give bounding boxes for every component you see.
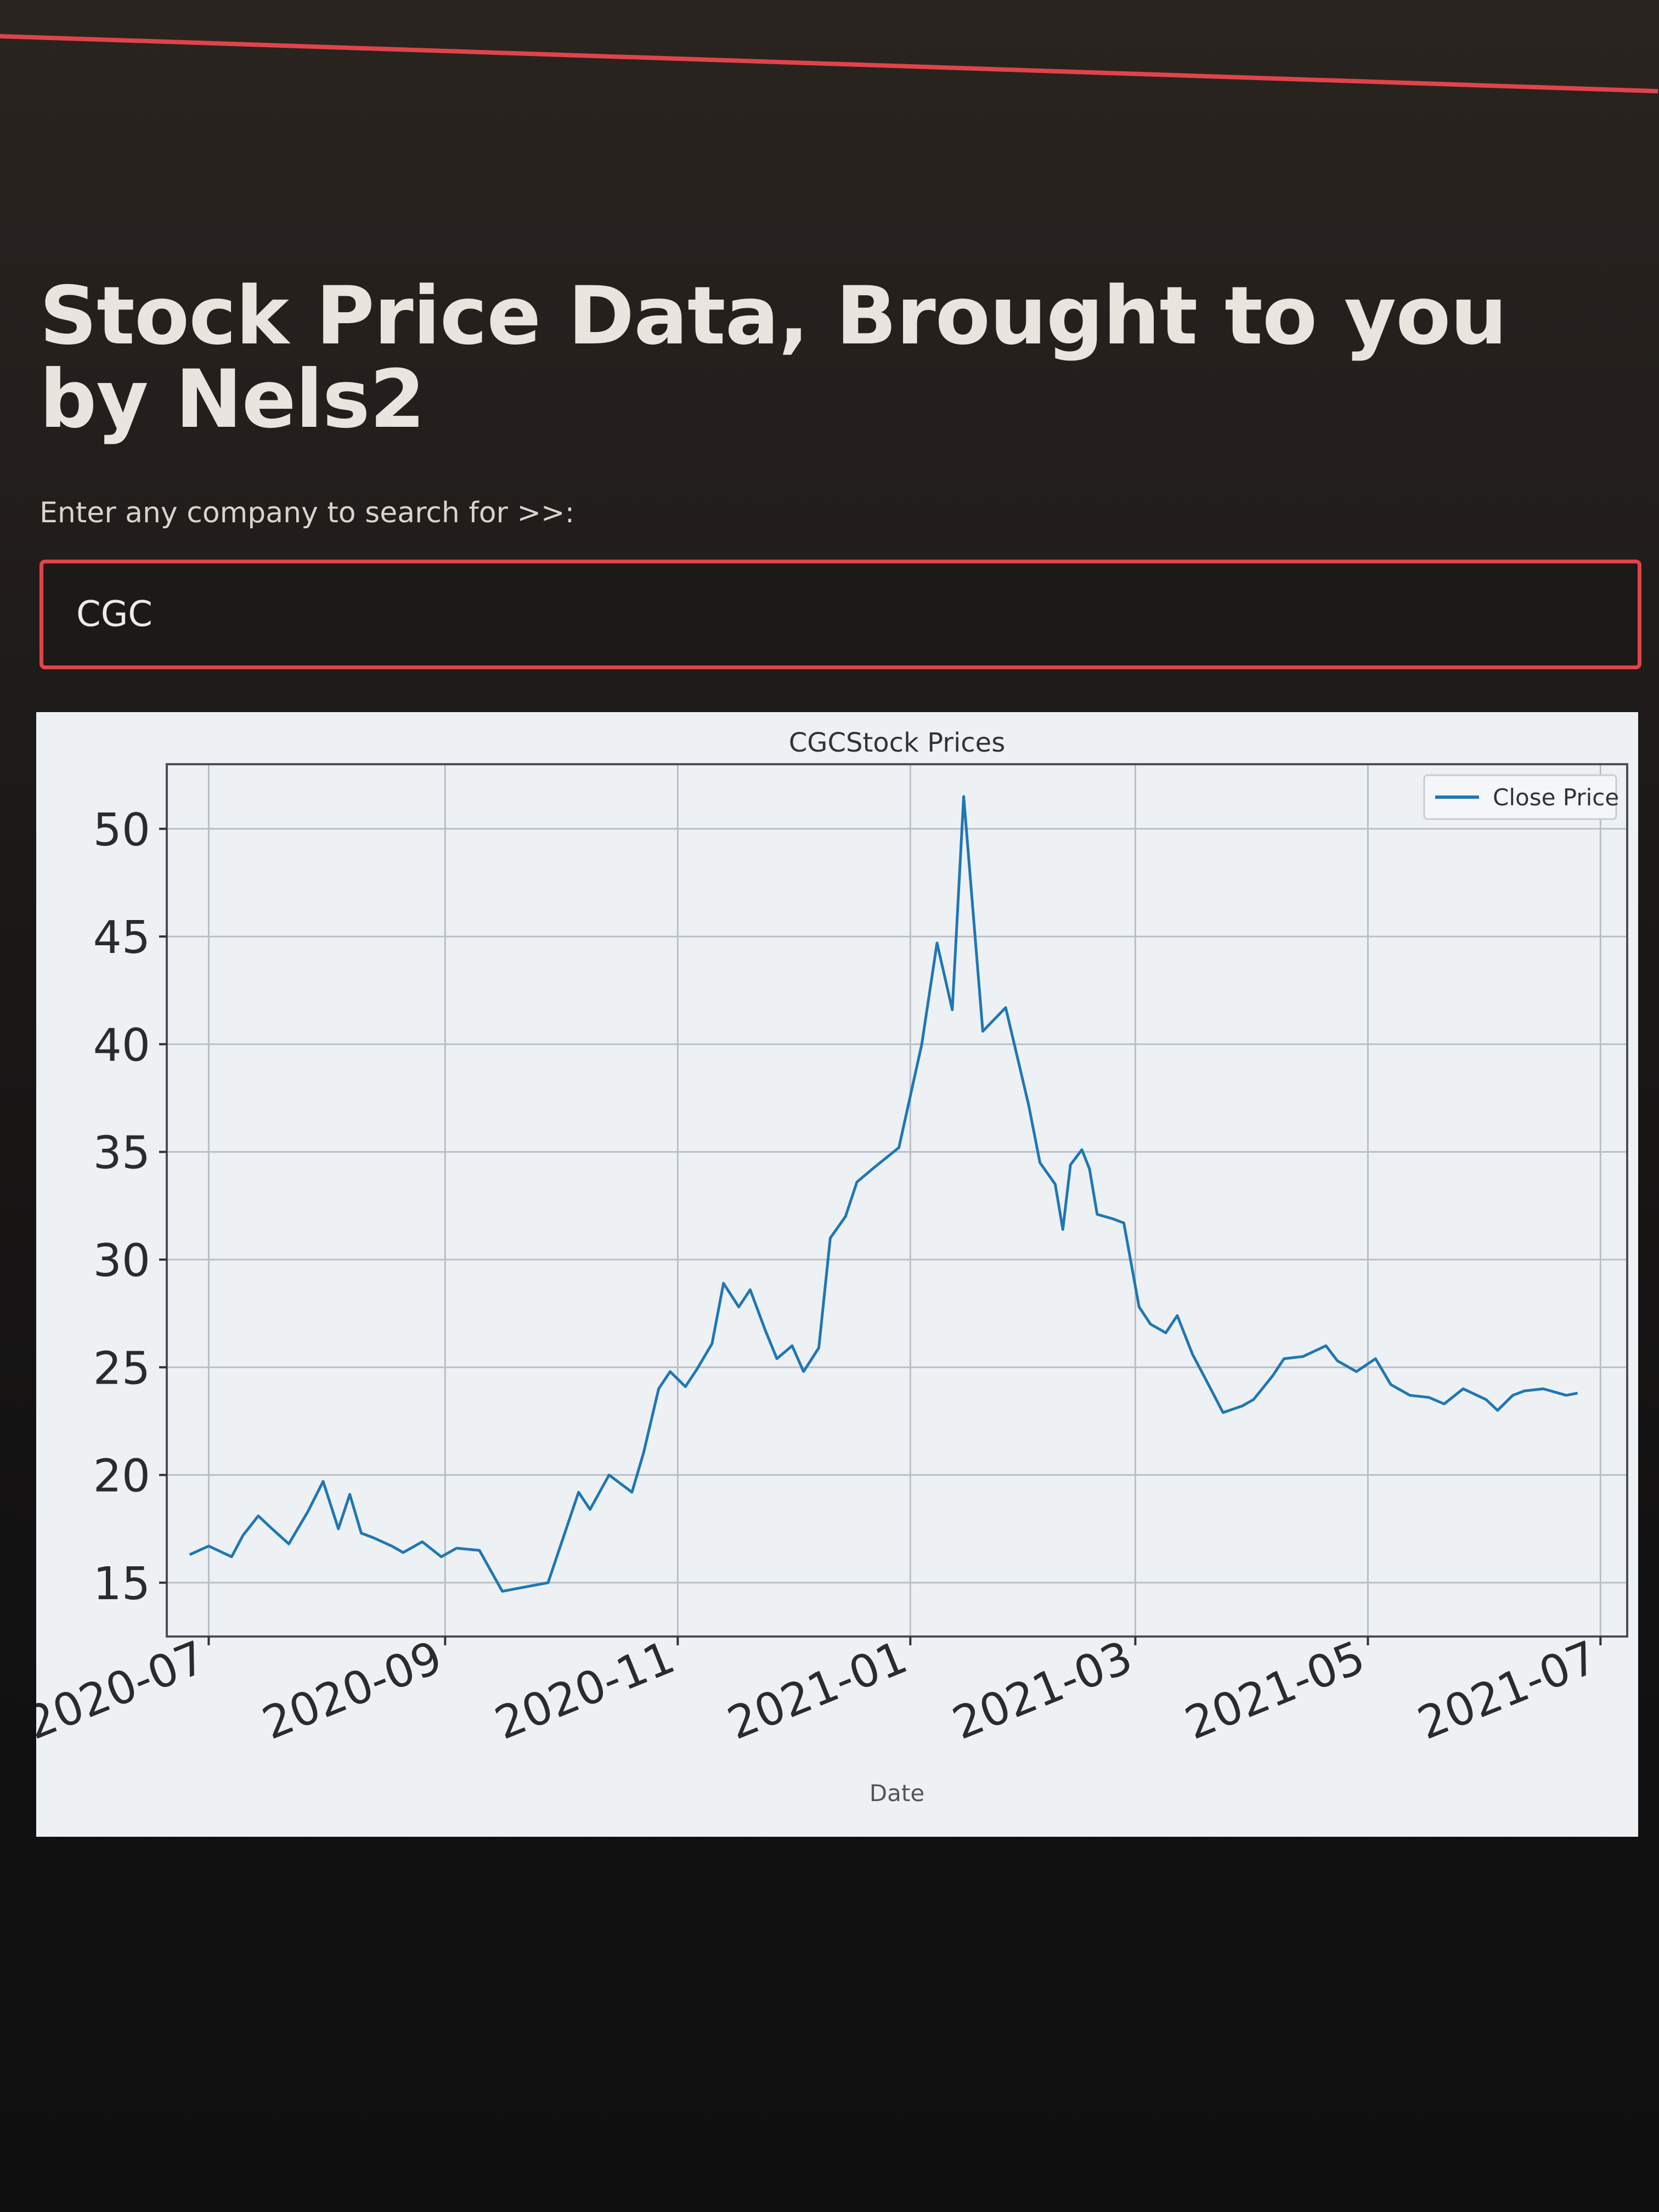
series-line-close-price xyxy=(189,795,1578,1593)
y-tick-label: 35 xyxy=(93,1127,150,1180)
x-tick-label: 2021-07 xyxy=(1411,1631,1605,1750)
header-accent-line xyxy=(0,34,1658,94)
search-input[interactable] xyxy=(76,563,1601,665)
x-tick-label: 2021-03 xyxy=(946,1631,1139,1750)
y-tick-label: 50 xyxy=(93,804,150,856)
x-tick-label: 2020-07 xyxy=(36,1631,213,1750)
page-title: Stock Price Data, Brought to you by Nels… xyxy=(40,269,1507,446)
y-tick-label: 20 xyxy=(93,1451,150,1503)
x-tick-label: 2021-01 xyxy=(721,1631,915,1750)
search-label: Enter any company to search for >>: xyxy=(40,496,575,529)
stock-chart: 15 20 25 30 35 40 45 50 2020-07 2020-09 2020-11 202… xyxy=(36,712,1638,1837)
y-tick-label: 40 xyxy=(93,1019,150,1071)
x-axis-label: Date xyxy=(870,1780,924,1807)
y-tick-label: 45 xyxy=(93,912,150,964)
legend-label: Close Price xyxy=(1493,784,1619,811)
chart-title: CGCStock Prices xyxy=(789,727,1005,758)
x-tick-label: 2020-09 xyxy=(256,1631,449,1750)
search-field[interactable] xyxy=(40,560,1641,669)
legend-box xyxy=(1423,774,1617,820)
y-tick-label: 25 xyxy=(93,1342,150,1395)
x-tick-label: 2020-11 xyxy=(488,1631,682,1750)
stock-chart-svg: 15 20 25 30 35 40 45 50 2020-07 2020-09 2020-11 202… xyxy=(36,727,1628,1807)
y-tick-label: 15 xyxy=(93,1558,150,1610)
plot-frame xyxy=(166,763,1628,1638)
x-tick-label: 2021-05 xyxy=(1178,1631,1372,1750)
y-tick-label: 30 xyxy=(93,1235,150,1287)
